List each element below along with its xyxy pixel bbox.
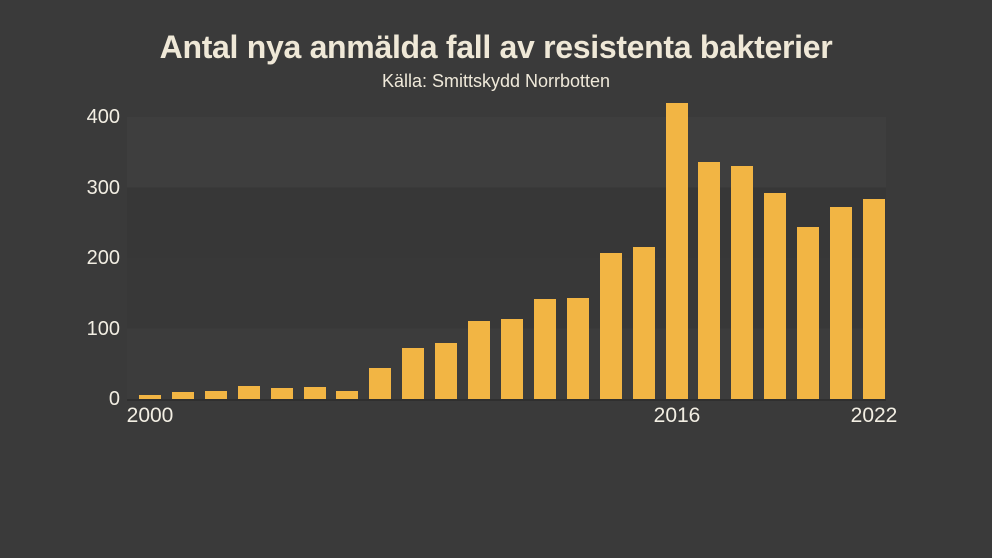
x-tick-2016: 2016 bbox=[653, 404, 701, 427]
bar-2005 bbox=[303, 387, 326, 399]
bar-2018 bbox=[731, 166, 754, 399]
chart-title: Antal nya anmälda fall av resistenta bak… bbox=[159, 29, 833, 65]
bar-2000 bbox=[139, 394, 161, 399]
bar-2016 bbox=[665, 102, 688, 399]
bar-2015 bbox=[632, 246, 655, 399]
bar-2006 bbox=[336, 390, 359, 399]
bar-2021 bbox=[830, 207, 853, 399]
bar-2013 bbox=[566, 297, 589, 399]
bar-2022 bbox=[862, 198, 885, 399]
bars-container bbox=[127, 102, 886, 399]
bar-2002 bbox=[204, 390, 227, 399]
bar-2008 bbox=[402, 348, 425, 399]
bar-2017 bbox=[698, 162, 721, 399]
y-tick-0: 0 bbox=[108, 388, 120, 410]
y-tick-300: 300 bbox=[86, 177, 120, 199]
bar-2019 bbox=[764, 193, 787, 399]
bar-2011 bbox=[500, 318, 523, 399]
y-tick-200: 200 bbox=[86, 247, 120, 269]
bar-2020 bbox=[797, 227, 820, 399]
bar-2009 bbox=[435, 343, 458, 399]
bar-2007 bbox=[369, 368, 392, 399]
x-tick-2000: 2000 bbox=[126, 404, 174, 427]
y-tick-400: 400 bbox=[86, 106, 120, 128]
bar-2001 bbox=[171, 392, 194, 399]
bar-2004 bbox=[270, 388, 293, 399]
plot-area bbox=[127, 102, 886, 401]
bar-2012 bbox=[533, 298, 556, 399]
y-tick-100: 100 bbox=[86, 318, 120, 340]
bar-2010 bbox=[468, 320, 491, 399]
x-tick-2022: 2022 bbox=[850, 404, 898, 427]
bar-2003 bbox=[237, 386, 260, 399]
bar-2014 bbox=[599, 253, 622, 399]
chart-subtitle: Källa: Smittskydd Norrbotten bbox=[381, 71, 611, 91]
